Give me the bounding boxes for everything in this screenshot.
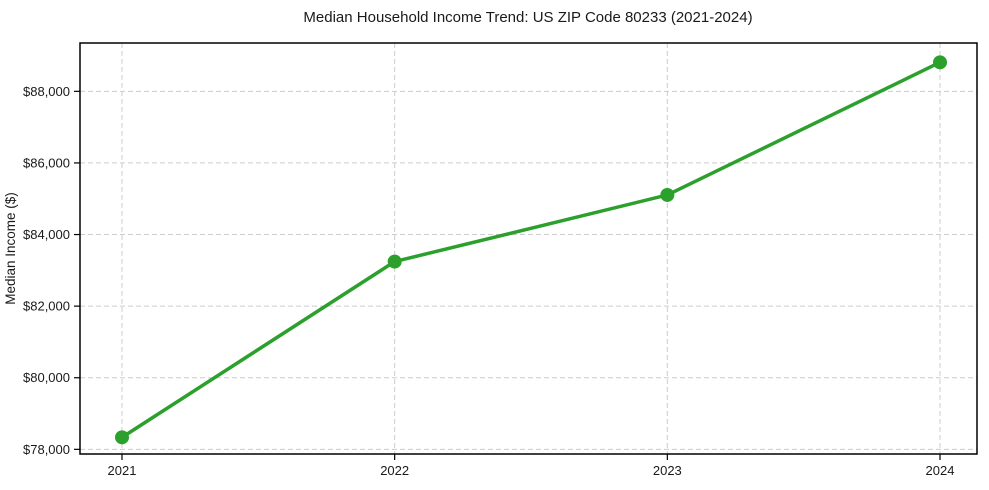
data-point [660, 187, 675, 202]
y-tick-label: $80,000 [23, 370, 70, 385]
grid-layer [80, 43, 977, 454]
data-series-layer [115, 55, 947, 445]
data-line [120, 60, 942, 440]
y-axis-label: Median Income ($) [3, 192, 18, 305]
data-point [115, 430, 129, 445]
x-tick-label: 2022 [380, 463, 409, 478]
y-tick-label: $88,000 [23, 84, 70, 99]
data-point [387, 254, 402, 269]
y-tick-label: $86,000 [23, 155, 70, 170]
plot-border [79, 42, 978, 455]
chart-title: Median Household Income Trend: US ZIP Co… [303, 9, 752, 26]
axis-layer: $78,000 $80,000 $82,000 $84,000 $86,000 $88,0… [23, 42, 978, 478]
y-tick-label: $84,000 [23, 227, 70, 242]
x-tick-label: 2021 [108, 463, 137, 478]
x-tick-label: 2023 [653, 463, 682, 478]
x-tick-label: 2024 [926, 463, 955, 478]
y-tick-label: $78,000 [23, 442, 70, 457]
y-tick-label: $82,000 [23, 299, 70, 314]
data-point [933, 55, 947, 70]
